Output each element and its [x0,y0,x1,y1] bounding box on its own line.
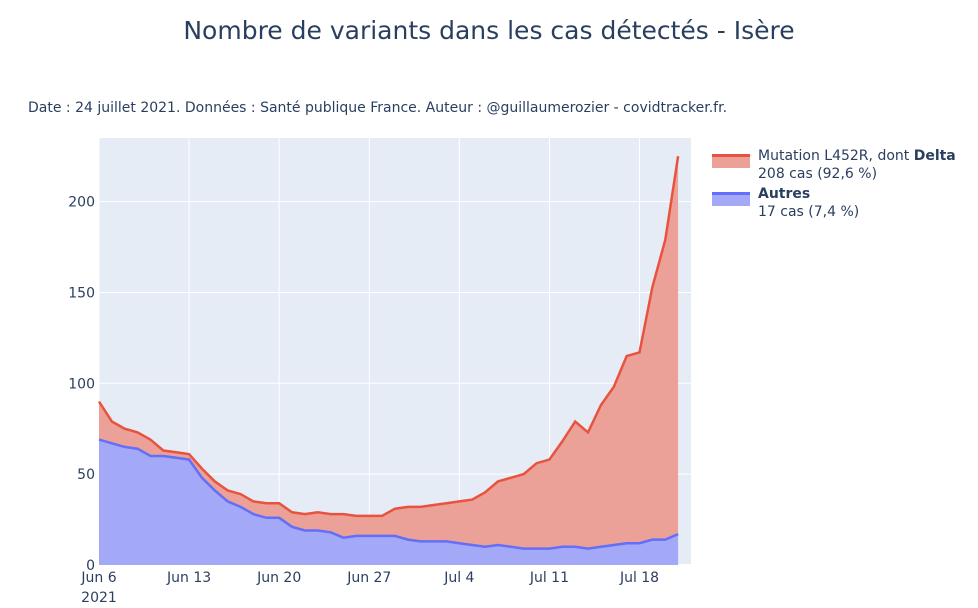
legend-detail-autres: 17 cas (7,4 %) [758,204,860,220]
legend-label-autres: Autres [758,186,811,202]
x-tick-label: Jun 13 [166,570,211,586]
legend: Mutation L452R, dont Delta 208 cas (92,6… [712,147,956,223]
y-tick-label: 150 [68,285,95,301]
series-line-autres [98,438,679,550]
x-tick-label: Jul 11 [529,570,569,586]
series-area-autres [99,439,679,565]
legend-item-delta[interactable]: Mutation L452R, dont Delta 208 cas (92,6… [712,147,956,183]
legend-detail-delta: 208 cas (92,6 %) [758,166,878,182]
y-tick-label: 200 [68,195,95,211]
x-tick-year-label: 2021 [81,590,117,606]
chart-subtitle: Date : 24 juillet 2021. Données : Santé … [28,100,728,116]
series-line-delta [97,156,680,518]
y-tick-label: 50 [77,467,95,483]
y-tick-label: 0 [86,558,95,574]
y-tick-label: 100 [68,376,95,392]
x-tick-label: Jul 18 [619,570,659,586]
x-tick-label: Jun 20 [256,570,301,586]
x-tick-label: Jun 27 [346,570,391,586]
legend-item-autres[interactable]: Autres 17 cas (7,4 %) [712,185,956,221]
legend-swatch-autres [712,192,750,206]
legend-swatch-delta [712,154,750,168]
x-tick-label: Jul 4 [443,570,474,586]
legend-label-delta: Mutation L452R, dont Delta [758,148,956,164]
x-tick-label: Jun 6 [80,570,116,586]
chart-title: Nombre de variants dans les cas détectés… [183,16,795,45]
y-tick-labels: 0 50 100 150 200 [68,195,95,574]
series-area-delta [99,156,679,549]
x-tick-labels: Jun 6 2021 Jun 13 Jun 20 Jun 27 Jul 4 Jul 11 Ju… [80,570,659,606]
